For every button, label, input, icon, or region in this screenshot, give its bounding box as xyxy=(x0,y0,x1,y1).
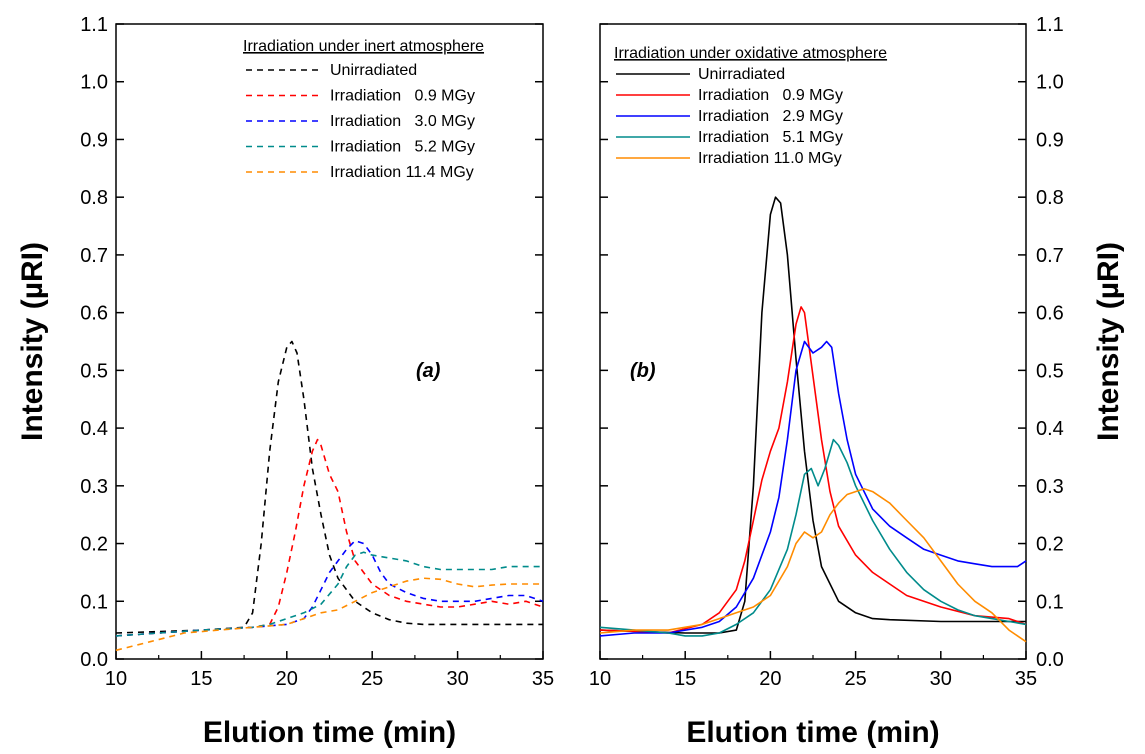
y-axis-title: Intensity (µRI) xyxy=(16,242,49,441)
y-tick-label: 0.8 xyxy=(1036,187,1064,209)
y-tick-label: 1.0 xyxy=(1036,72,1064,94)
legend-label-3: Irradiation 5.2 MGy xyxy=(330,139,475,156)
series-line-1 xyxy=(599,306,1027,634)
y-tick-label: 0.3 xyxy=(1036,476,1064,498)
y-tick-label: 0.9 xyxy=(1036,129,1064,151)
y-tick-label: 0.8 xyxy=(80,187,108,209)
series-line-3 xyxy=(599,438,1027,637)
legend-title: Irradiation under oxidative atmosphere xyxy=(614,45,887,62)
legend-label-0: Unirradiated xyxy=(330,62,417,79)
x-tick-label: 20 xyxy=(276,668,298,690)
x-tick-label: 35 xyxy=(1015,668,1037,690)
x-axis-title: Elution time (min) xyxy=(203,716,456,749)
x-tick-label: 15 xyxy=(190,668,212,690)
legend-label-1: Irradiation 0.9 MGy xyxy=(698,87,843,104)
series-line-2 xyxy=(599,340,1027,637)
y-tick-label: 1.1 xyxy=(80,14,108,36)
x-tick-label: 30 xyxy=(446,668,468,690)
x-tick-label: 30 xyxy=(930,668,952,690)
panel-label: (a) xyxy=(416,360,441,382)
chart-panel-b: 10 15 20 25 30 350.0 0.1 0.2 0.3 0.4 0.5 0.6 0.7 0.8 0… xyxy=(589,14,1125,749)
y-tick-label: 0.2 xyxy=(80,534,108,556)
legend-label-1: Irradiation 0.9 MGy xyxy=(330,88,475,105)
legend-label-4: Irradiation 11.0 MGy xyxy=(698,150,842,167)
legend: Irradiation under oxidative atmosphere Un… xyxy=(614,45,887,167)
y-tick-label: 0.5 xyxy=(80,360,108,382)
y-tick-label: 0.1 xyxy=(80,591,108,613)
y-axis-title: Intensity (µRI) xyxy=(1092,242,1125,441)
y-tick-label: 0.0 xyxy=(80,649,108,671)
y-tick-label: 0.4 xyxy=(1036,418,1064,440)
series-line-0 xyxy=(115,340,543,634)
legend-label-2: Irradiation 2.9 MGy xyxy=(698,108,843,125)
legend: Irradiation under inert atmosphere Unirra… xyxy=(243,38,484,181)
legend-label-3: Irradiation 5.1 MGy xyxy=(698,129,843,146)
y-tick-label: 0.5 xyxy=(1036,360,1064,382)
y-tick-label: 1.0 xyxy=(80,72,108,94)
y-tick-label: 0.3 xyxy=(80,476,108,498)
legend-label-4: Irradiation 11.4 MGy xyxy=(330,164,474,181)
y-tick-label: 0.7 xyxy=(80,245,108,267)
y-tick-label: 0.4 xyxy=(80,418,108,440)
y-tick-label: 0.6 xyxy=(80,303,108,325)
y-tick-label: 0.6 xyxy=(1036,303,1064,325)
x-tick-label: 10 xyxy=(589,668,611,690)
chart-panel-a: 10 15 20 25 30 35 0.0 0.1 0.2 0.3 0.4 0.5 0.6 0.7 0.8 0… xyxy=(16,14,554,749)
y-tick-label: 1.1 xyxy=(1036,14,1064,36)
x-tick-label: 35 xyxy=(532,668,554,690)
x-axis-title: Elution time (min) xyxy=(686,716,939,749)
series-line-3 xyxy=(115,551,543,637)
y-tick-label: 0.1 xyxy=(1036,591,1064,613)
y-tick-label: 0.2 xyxy=(1036,534,1064,556)
series-line-4 xyxy=(115,577,543,652)
x-tick-label: 10 xyxy=(105,668,127,690)
x-tick-label: 20 xyxy=(759,668,781,690)
x-tick-label: 25 xyxy=(361,668,383,690)
series-line-4 xyxy=(599,487,1027,643)
series-line-0 xyxy=(599,196,1026,634)
series-line-2 xyxy=(115,539,544,637)
x-tick-label: 25 xyxy=(844,668,866,690)
y-tick-label: 0.0 xyxy=(1036,649,1064,671)
series-line-1 xyxy=(115,438,544,637)
legend-title: Irradiation under inert atmosphere xyxy=(243,38,484,55)
y-tick-label: 0.9 xyxy=(80,129,108,151)
x-tick-label: 15 xyxy=(674,668,696,690)
panel-label: (b) xyxy=(630,360,656,382)
y-tick-label: 0.7 xyxy=(1036,245,1064,267)
legend-label-0: Unirradiated xyxy=(698,66,785,83)
legend-label-2: Irradiation 3.0 MGy xyxy=(330,113,475,130)
